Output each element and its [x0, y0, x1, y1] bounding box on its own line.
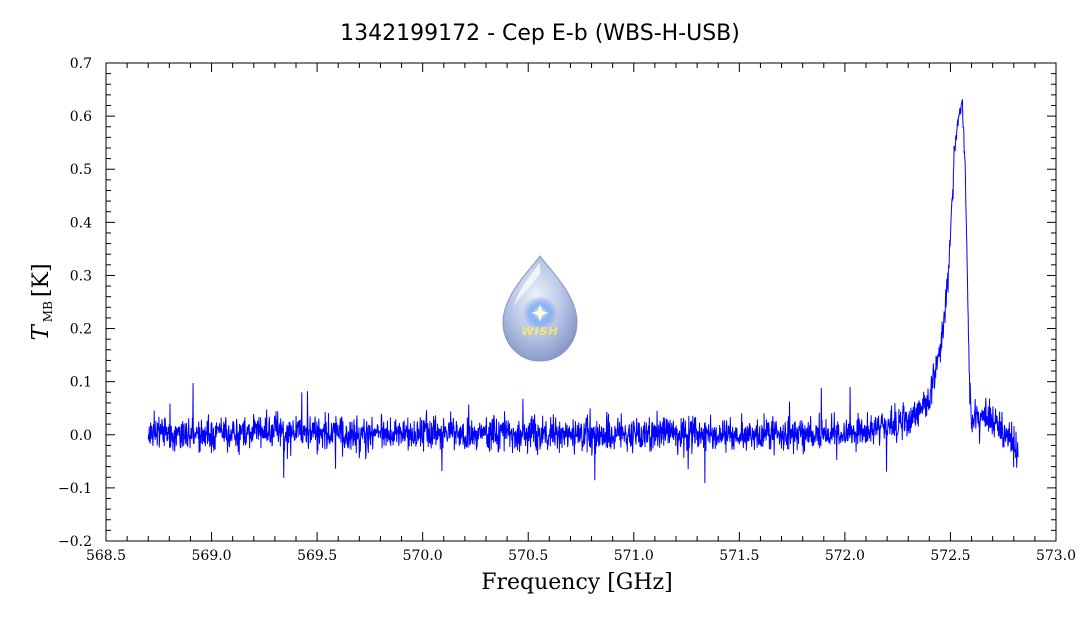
svg-text:TMB[K]: T MB [K]: [28, 263, 55, 340]
x-tick-label: 572.0: [825, 548, 865, 564]
x-tick-label: 569.5: [297, 548, 337, 564]
y-tick-label: 0.2: [70, 322, 92, 338]
x-axis-label: Frequency [GHz]: [481, 570, 673, 595]
y-tick-label: 0.6: [70, 109, 92, 125]
x-tick-label: 570.0: [403, 548, 443, 564]
y-tick-label: 0.4: [70, 215, 92, 231]
y-tick-label: 0.7: [70, 56, 92, 72]
x-tick-label: 568.5: [86, 548, 126, 564]
ticks-layer: 568.5 569.0 569.5 570.0 570.5 571.0 571.5 572.0…: [58, 56, 1076, 564]
x-tick-label: 570.5: [508, 548, 548, 564]
y-tick-label: 0.0: [70, 428, 92, 444]
y-axis-label: T MB [K]: [28, 263, 55, 340]
y-tick-label: 0.5: [70, 162, 92, 178]
star-icon: [531, 304, 549, 322]
x-tick-label: 572.5: [930, 548, 970, 564]
y-axis-label-symbol: T: [28, 324, 54, 341]
logo-text: WISH: [521, 325, 558, 338]
x-tick-label: 569.0: [192, 548, 232, 564]
series-layer: [147, 99, 1019, 484]
droplet-highlight: [514, 262, 540, 306]
x-tick-label: 571.5: [719, 548, 759, 564]
spectrum-line: [147, 99, 1019, 484]
chart-title: 1342199172 - Cep E-b (WBS-H-USB): [340, 21, 740, 46]
y-axis-label-subscript: MB: [41, 301, 55, 322]
y-axis-label-unit: [K]: [29, 263, 54, 297]
x-tick-label: 571.0: [614, 548, 654, 564]
y-tick-label: 0.3: [70, 268, 92, 284]
y-tick-label: −0.2: [58, 534, 92, 550]
x-tick-label: 573.0: [1036, 548, 1076, 564]
y-tick-label: −0.1: [58, 481, 92, 497]
plot-frame: [105, 62, 1057, 542]
wish-logo: WISH: [502, 255, 578, 362]
y-tick-label: 0.1: [70, 375, 92, 391]
